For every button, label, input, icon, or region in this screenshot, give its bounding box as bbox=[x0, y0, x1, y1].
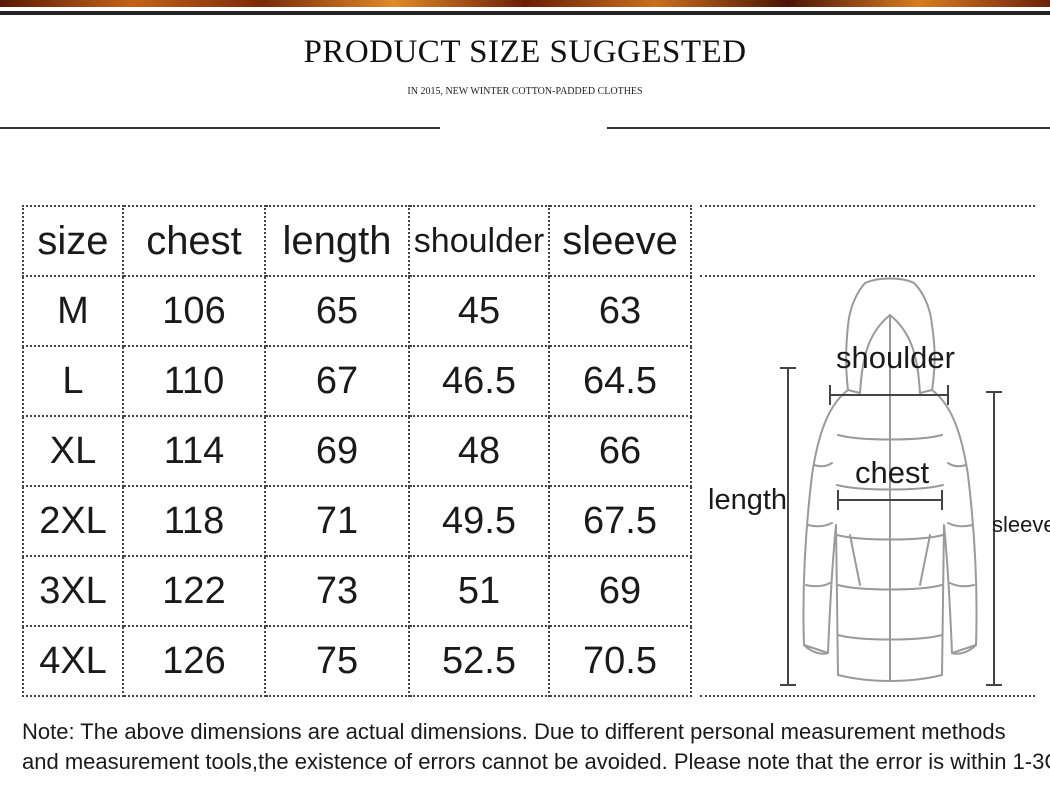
cell-chest: 118 bbox=[122, 485, 266, 557]
cell-shoulder: 45 bbox=[408, 275, 550, 347]
cell-length: 65 bbox=[264, 275, 410, 347]
cell-shoulder: 49.5 bbox=[408, 485, 550, 557]
cell-sleeve: 69 bbox=[548, 555, 692, 627]
cell-sleeve: 66 bbox=[548, 415, 692, 487]
cell-length: 75 bbox=[264, 625, 410, 697]
cell-chest: 122 bbox=[122, 555, 266, 627]
header-length: length bbox=[264, 205, 410, 277]
cell-sleeve: 64.5 bbox=[548, 345, 692, 417]
cell-sleeve: 70.5 bbox=[548, 625, 692, 697]
size-chart-table: size chest length shoulder sleeve M 106 … bbox=[22, 205, 692, 697]
cell-shoulder: 48 bbox=[408, 415, 550, 487]
header-size: size bbox=[22, 205, 124, 277]
top-decorative-banner bbox=[0, 0, 1050, 7]
cell-length: 73 bbox=[264, 555, 410, 627]
measurement-note: Note: The above dimensions are actual di… bbox=[22, 717, 1050, 777]
cell-size: 4XL bbox=[22, 625, 124, 697]
title-rule-right bbox=[607, 127, 1050, 129]
cell-chest: 114 bbox=[122, 415, 266, 487]
header-sleeve: sleeve bbox=[548, 205, 692, 277]
diagram-label-sleeve: sleeve bbox=[992, 512, 1050, 537]
title-rule-left bbox=[0, 127, 440, 129]
cell-size: L bbox=[22, 345, 124, 417]
cell-length: 67 bbox=[264, 345, 410, 417]
cell-chest: 110 bbox=[122, 345, 266, 417]
table-row: 3XL 122 73 51 69 bbox=[22, 555, 692, 627]
cell-shoulder: 52.5 bbox=[408, 625, 550, 697]
table-row: 4XL 126 75 52.5 70.5 bbox=[22, 625, 692, 697]
note-line-1: Note: The above dimensions are actual di… bbox=[22, 719, 1006, 744]
measurement-diagram-panel bbox=[700, 205, 1035, 697]
table-header-row: size chest length shoulder sleeve bbox=[22, 205, 692, 277]
cell-size: XL bbox=[22, 415, 124, 487]
cell-sleeve: 63 bbox=[548, 275, 692, 347]
diagram-label-shoulder: shoulder bbox=[836, 340, 955, 375]
diagram-label-length: length bbox=[708, 484, 788, 516]
diagram-label-chest: chest bbox=[855, 455, 930, 490]
diagram-header-divider bbox=[700, 275, 1035, 277]
cell-sleeve: 67.5 bbox=[548, 485, 692, 557]
cell-size: M bbox=[22, 275, 124, 347]
cell-size: 3XL bbox=[22, 555, 124, 627]
cell-chest: 106 bbox=[122, 275, 266, 347]
header-shoulder: shoulder bbox=[408, 205, 550, 277]
table-row: M 106 65 45 63 bbox=[22, 275, 692, 347]
jacket-sketch-icon bbox=[780, 277, 1002, 686]
cell-shoulder: 46.5 bbox=[408, 345, 550, 417]
table-row: L 110 67 46.5 64.5 bbox=[22, 345, 692, 417]
cell-chest: 126 bbox=[122, 625, 266, 697]
table-row: XL 114 69 48 66 bbox=[22, 415, 692, 487]
note-line-2: and measurement tools,the existence of e… bbox=[22, 749, 1050, 774]
page-subtitle: IN 2015, NEW WINTER COTTON-PADDED CLOTHE… bbox=[407, 86, 643, 97]
cell-length: 71 bbox=[264, 485, 410, 557]
top-rule bbox=[0, 11, 1050, 15]
cell-length: 69 bbox=[264, 415, 410, 487]
table-row: 2XL 118 71 49.5 67.5 bbox=[22, 485, 692, 557]
page-title: PRODUCT SIZE SUGGESTED bbox=[303, 34, 747, 70]
header-chest: chest bbox=[122, 205, 266, 277]
cell-shoulder: 51 bbox=[408, 555, 550, 627]
cell-size: 2XL bbox=[22, 485, 124, 557]
